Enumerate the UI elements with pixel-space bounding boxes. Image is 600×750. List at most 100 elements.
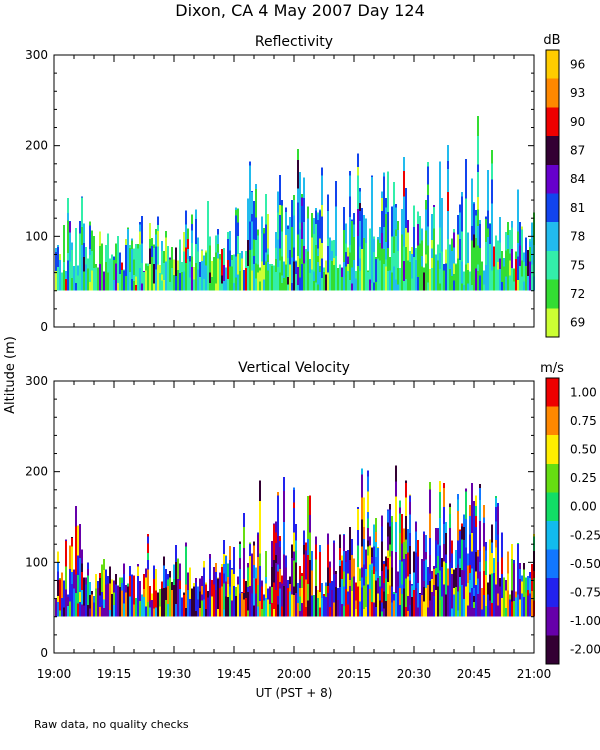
data-cell [299, 258, 301, 278]
data-cell [505, 231, 507, 243]
data-cell [447, 160, 449, 170]
data-cell [455, 567, 457, 587]
data-cell [407, 552, 409, 577]
data-cell [135, 276, 137, 285]
data-cell [67, 220, 69, 254]
data-cell [157, 246, 159, 265]
data-cell [207, 591, 209, 598]
data-cell [501, 281, 503, 291]
data-cell [307, 495, 309, 516]
data-cell [361, 468, 363, 475]
data-cell [403, 171, 405, 197]
data-cell [217, 609, 219, 617]
data-cell [479, 562, 481, 572]
data-cell [389, 509, 391, 527]
data-cell [285, 589, 287, 617]
data-cell [505, 250, 507, 266]
data-cell [179, 273, 181, 291]
data-cell [409, 604, 411, 617]
data-cell [471, 202, 473, 227]
data-cell [293, 586, 295, 596]
data-cell [349, 560, 351, 580]
data-cell [123, 603, 125, 617]
data-cell [361, 231, 363, 249]
data-cell [507, 551, 509, 574]
data-cell [485, 550, 487, 562]
data-cell [283, 586, 285, 617]
data-cell [477, 209, 479, 226]
data-cell [57, 571, 59, 581]
data-cell [335, 273, 337, 291]
data-cell [405, 228, 407, 247]
data-cell [69, 261, 71, 291]
data-cell [375, 532, 377, 543]
data-cell [489, 547, 491, 575]
data-cell [59, 254, 61, 261]
data-cell [241, 591, 243, 593]
data-cell [289, 249, 291, 265]
data-cell [89, 248, 91, 255]
data-cell [467, 605, 469, 617]
data-cell [513, 281, 515, 291]
data-cell [383, 608, 385, 617]
x-tick-label: 19:30 [157, 667, 192, 681]
data-cell [367, 476, 369, 492]
data-cell [435, 528, 437, 541]
data-cell [503, 257, 505, 267]
data-cell [393, 204, 395, 237]
data-cell [511, 267, 513, 291]
data-cell [433, 205, 435, 207]
data-cell [393, 600, 395, 617]
data-cell [255, 217, 257, 241]
y-tick-label: 200 [25, 139, 48, 153]
data-cell [279, 260, 281, 273]
data-cell [473, 501, 475, 506]
data-cell [429, 600, 431, 617]
data-cell [245, 251, 247, 268]
data-cell [413, 551, 415, 573]
data-cell [279, 588, 281, 617]
data-cell [477, 556, 479, 579]
data-cell [79, 591, 81, 602]
data-cell [269, 263, 271, 266]
data-cell [129, 575, 131, 597]
data-cell [315, 544, 317, 560]
data-cell [217, 228, 219, 235]
data-cell [169, 597, 171, 617]
data-cell [87, 575, 89, 605]
data-cell [219, 588, 221, 617]
data-cell [185, 263, 187, 291]
data-cell [189, 567, 191, 600]
data-cell [149, 607, 151, 617]
data-cell [381, 588, 383, 603]
data-cell [327, 533, 329, 545]
data-cell [451, 276, 453, 291]
data-cell [383, 564, 385, 583]
data-cell [81, 276, 83, 291]
data-cell [391, 272, 393, 291]
data-cell [505, 276, 507, 291]
data-cell [519, 568, 521, 579]
data-cell [427, 607, 429, 617]
data-cell [285, 217, 287, 235]
data-cell [283, 522, 285, 555]
data-cell [209, 579, 211, 596]
data-cell [145, 577, 147, 607]
data-cell [353, 576, 355, 588]
data-cell [477, 578, 479, 594]
data-cell [275, 232, 277, 248]
data-cell [209, 272, 211, 283]
data-cell [319, 607, 321, 617]
data-cell [449, 562, 451, 576]
data-cell [217, 234, 219, 244]
data-cell [267, 214, 269, 233]
data-cell [269, 265, 271, 291]
data-cell [109, 566, 111, 584]
data-cell [275, 543, 277, 555]
data-cell [253, 564, 255, 579]
data-cell [59, 579, 61, 611]
data-cell [233, 606, 235, 617]
data-cell [271, 263, 273, 267]
data-cell [189, 599, 191, 617]
data-cell [337, 268, 339, 271]
